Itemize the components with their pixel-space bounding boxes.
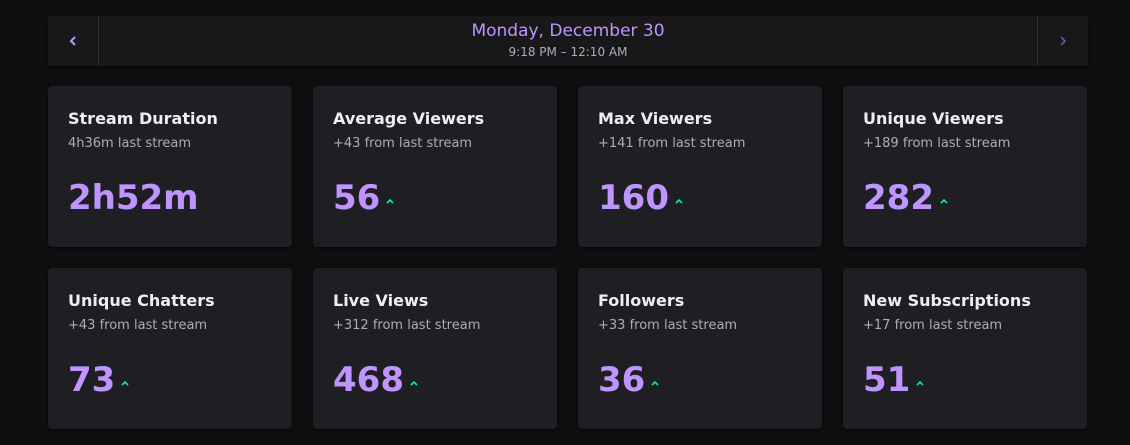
card-value: 2h52m [68,178,199,218]
card-subtitle: +312 from last stream [333,318,481,333]
stat-card: Unique Viewers +189 from last stream 282 [843,86,1087,247]
stat-card: Stream Duration 4h36m last stream 2h52m [48,86,292,247]
card-title: Unique Chatters [68,291,215,310]
value-row: 56 [333,178,394,218]
value-row: 282 [863,178,948,218]
card-value: 468 [333,360,404,400]
chevron-right [1060,36,1067,46]
value-row: 36 [598,360,659,400]
card-subtitle: +43 from last stream [333,136,473,151]
trend-up-icon [675,198,683,204]
card-title: New Subscriptions [863,291,1031,310]
value-row: 73 [68,360,129,400]
next-button[interactable] [1037,16,1088,66]
trend-up-icon [121,380,129,386]
card-value: 282 [863,178,934,218]
stat-card: Unique Chatters +43 from last stream 73 [48,268,292,429]
value-row: 468 [333,360,418,400]
value-row: 51 [863,360,924,400]
value-row: 2h52m [68,178,199,218]
card-subtitle: +43 from last stream [68,318,208,333]
card-value: 51 [863,360,911,400]
trend-up-icon [410,380,418,386]
card-title: Max Viewers [598,109,713,128]
stat-card: Followers +33 from last stream 36 [578,268,822,429]
card-value: 36 [598,360,646,400]
trend-up-icon [386,198,394,204]
card-title: Stream Duration [68,109,218,128]
card-title: Unique Viewers [863,109,1004,128]
time-range: 9:18 PM – 12:10 AM [508,45,628,59]
trend-up-icon [940,198,948,204]
card-value: 160 [598,178,669,218]
card-title: Followers [598,291,685,310]
stat-card: Live Views +312 from last stream 468 [313,268,557,429]
value-row: 160 [598,178,683,218]
trend-up-icon [651,380,659,386]
previous-button[interactable] [48,16,99,66]
card-title: Live Views [333,291,429,310]
card-subtitle: +17 from last stream [863,318,1003,333]
card-subtitle: +33 from last stream [598,318,738,333]
card-value: 73 [68,360,116,400]
stat-card: Max Viewers +141 from last stream 160 [578,86,822,247]
card-subtitle: 4h36m last stream [68,136,191,151]
card-subtitle: +141 from last stream [598,136,746,151]
stat-card: Average Viewers +43 from last stream 56 [313,86,557,247]
card-subtitle: +189 from last stream [863,136,1011,151]
date: Monday, December 30 [471,21,665,41]
card-title: Average Viewers [333,109,485,128]
date-bar: Monday, December 30 9:18 PM – 12:10 AM [48,16,1088,66]
card-value: 56 [333,178,381,218]
trend-up-icon [916,380,924,386]
stat-card: New Subscriptions +17 from last stream 51 [843,268,1087,429]
chevron-left [69,36,76,46]
